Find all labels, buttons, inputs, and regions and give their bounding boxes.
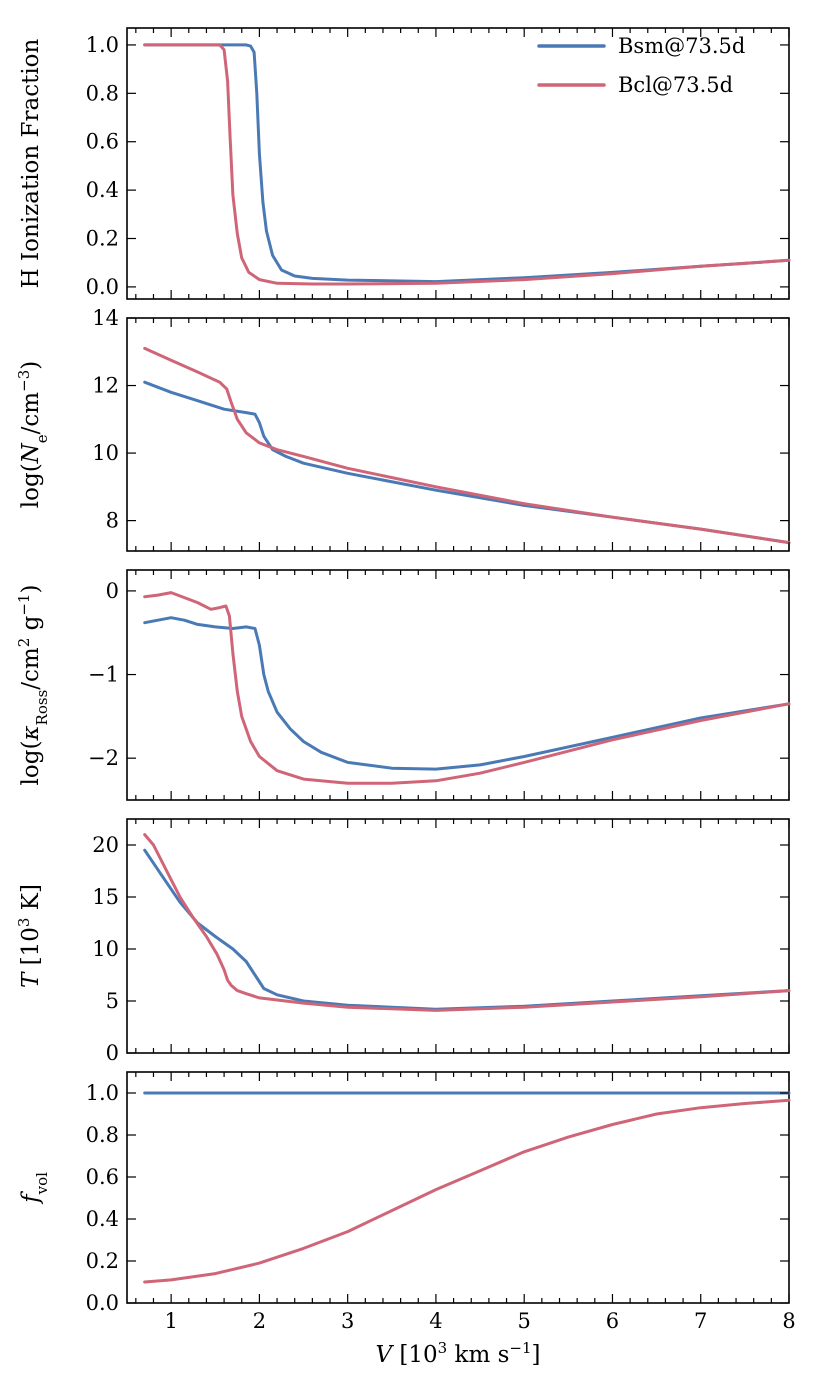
x-tick-label: 6 (606, 1309, 619, 1333)
y-tick-label-rosseland-opacity: −2 (88, 746, 119, 770)
y-tick-label-electron-density: 12 (92, 374, 119, 398)
series-rosseland-opacity-bcl-73-5d (143, 591, 791, 785)
y-tick-label-rosseland-opacity: 0 (106, 579, 119, 603)
x-axis-label: V [103 km s−1] (375, 1339, 540, 1368)
y-tick-label-volume-filling: 0.4 (86, 1207, 119, 1231)
series-electron-density-bcl-73-5d (143, 346, 791, 545)
x-tick-label: 8 (782, 1309, 795, 1333)
axis-labels: 0.0 0.2 0.4 0.6 0.8 1.0 H Ionization Fraction 8… (15, 33, 796, 1368)
series-rosseland-opacity-bsm-73-5d (143, 616, 791, 771)
series-lines (143, 43, 791, 1284)
panel-frame-electron-density (126, 317, 790, 552)
y-tick-label-ionization: 0.2 (86, 227, 119, 251)
series-ionization-bsm-73-5d (143, 43, 791, 284)
y-tick-label-volume-filling: 0.0 (86, 1291, 119, 1315)
y-tick-label-temperature: 20 (92, 833, 119, 857)
y-tick-label-volume-filling: 1.0 (86, 1081, 119, 1105)
legend-label-bcl-73-5d: Bcl@73.5d (618, 73, 733, 97)
y-tick-label-rosseland-opacity: −1 (88, 663, 119, 687)
series-electron-density-bsm-73-5d (143, 380, 791, 545)
panel-frame-temperature (126, 818, 790, 1054)
y-tick-label-volume-filling: 0.2 (86, 1249, 119, 1273)
panel-frame-rosseland-opacity (126, 569, 790, 801)
series-temperature-bsm-73-5d (143, 848, 791, 1011)
x-tick-label: 1 (164, 1309, 177, 1333)
y-tick-label-ionization: 0.4 (86, 178, 119, 202)
y-tick-label-temperature: 10 (92, 937, 119, 961)
y-tick-label-electron-density: 14 (92, 306, 119, 330)
y-tick-label-temperature: 0 (106, 1041, 119, 1065)
y-tick-label-temperature: 5 (106, 989, 119, 1013)
x-tick-label: 5 (518, 1309, 531, 1333)
x-tick-label: 2 (253, 1309, 266, 1333)
y-tick-label-ionization: 0.0 (86, 275, 119, 299)
x-tick-label: 4 (429, 1309, 442, 1333)
y-axis-label-ionization: H Ionization Fraction (18, 38, 44, 288)
legend-label-bsm-73-5d: Bsm@73.5d (618, 34, 745, 58)
y-tick-label-ionization: 0.6 (86, 130, 119, 154)
y-tick-label-ionization: 1.0 (86, 33, 119, 57)
y-tick-label-volume-filling: 0.6 (86, 1165, 119, 1189)
y-axis-label-volume-filling: fvol (18, 1172, 51, 1205)
panel-frame-ionization (126, 27, 790, 300)
series-ionization-bcl-73-5d (143, 43, 791, 286)
y-axis-label-temperature: T [103 K] (15, 884, 44, 988)
series-temperature-bcl-73-5d (143, 833, 791, 1012)
panel-frame-volume-filling (126, 1071, 790, 1304)
legend: Bsm@73.5d Bcl@73.5d (537, 34, 745, 97)
y-tick-label-electron-density: 10 (92, 441, 119, 465)
y-axis-label-electron-density: log(Ne/cm−3) (15, 361, 51, 508)
panel-frames (126, 27, 790, 1304)
y-tick-label-volume-filling: 0.8 (86, 1123, 119, 1147)
y-axis-label-rosseland-opacity: log(κRoss/cm2 g−1) (15, 585, 51, 786)
y-tick-label-ionization: 0.8 (86, 81, 119, 105)
y-tick-label-electron-density: 8 (106, 509, 119, 533)
x-tick-label: 3 (341, 1309, 354, 1333)
series-volume-filling-bcl-73-5d (143, 1098, 791, 1284)
y-tick-label-temperature: 15 (92, 885, 119, 909)
axis-ticks (127, 28, 790, 1304)
x-tick-label: 7 (694, 1309, 707, 1333)
